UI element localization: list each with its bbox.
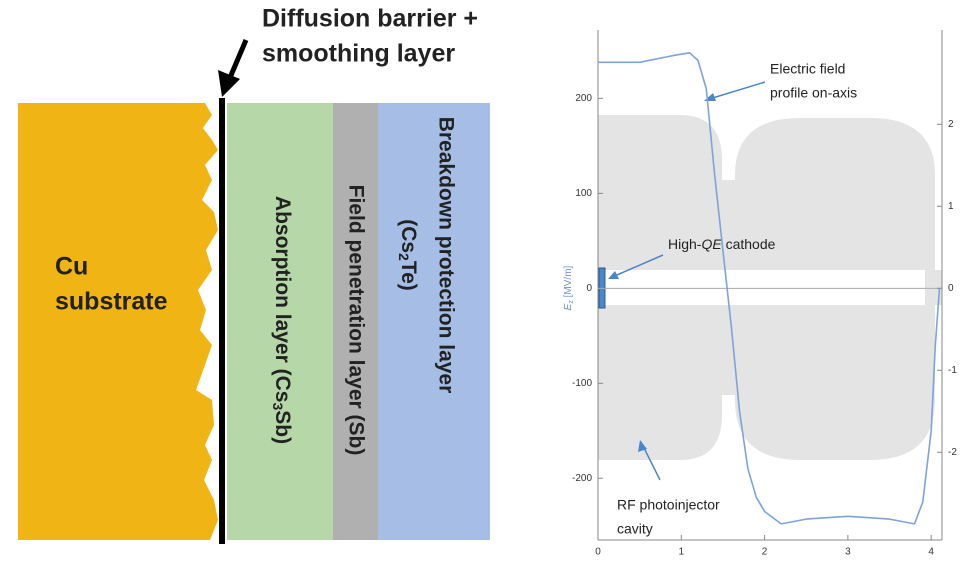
label-part: Sb)	[271, 410, 294, 444]
y-tick-label: -200	[572, 473, 592, 484]
y-axis-label: Ez [MV/m]	[563, 265, 575, 310]
field-label: Field penetration layer (Sb)	[344, 185, 367, 456]
x-tick-label: 0	[595, 547, 601, 558]
y2-tick-label: 0	[948, 283, 954, 294]
y2-tick-label: -1	[948, 365, 957, 376]
y-tick-label: 0	[586, 283, 592, 294]
label-part: High-	[668, 236, 702, 252]
y-tick-label: -100	[572, 378, 592, 389]
callout-text: smoothing layer	[262, 40, 455, 68]
page: {"diagram": { "callout": ["Diffusion bar…	[0, 0, 966, 560]
label-subscript: 2	[396, 253, 412, 261]
figure: Diffusion barrier + smoothing layer Cu s…	[0, 0, 966, 560]
y-tick-label: 100	[575, 188, 592, 199]
label-part: (Cs	[397, 219, 420, 253]
label-part: cathode	[722, 236, 776, 252]
label-part: QE	[701, 236, 722, 252]
annotation: RF photoinjector	[617, 497, 720, 513]
cu-substrate	[18, 103, 218, 540]
label-part: [MV/m]	[563, 265, 574, 300]
label-part: Te)	[397, 261, 420, 291]
annotation: profile on-axis	[770, 85, 857, 101]
breakdown-label: Breakdown protection layer	[434, 117, 457, 394]
annotation: Electric field	[770, 61, 845, 77]
y-tick-label: 200	[575, 93, 592, 104]
callout-text: Diffusion barrier +	[262, 5, 478, 33]
y2-tick-label: -2	[948, 447, 957, 458]
annotation: cavity	[617, 521, 653, 537]
cavity	[598, 115, 942, 460]
y2-tick-label: 1	[948, 201, 954, 212]
substrate-label: substrate	[55, 288, 168, 316]
label-part: Absorption layer (Cs	[271, 196, 294, 403]
x-tick-label: 3	[845, 547, 851, 558]
barrier-layer	[219, 98, 225, 544]
x-tick-label: 1	[679, 547, 685, 558]
x-tick-label: 4	[928, 547, 934, 558]
callout-arrow	[229, 40, 246, 80]
y2-tick-label: 2	[948, 119, 954, 130]
substrate-label: Cu	[55, 253, 88, 281]
x-tick-label: 2	[762, 547, 768, 558]
breakdown-layer	[378, 103, 490, 540]
label-subscript: 3	[270, 402, 286, 410]
